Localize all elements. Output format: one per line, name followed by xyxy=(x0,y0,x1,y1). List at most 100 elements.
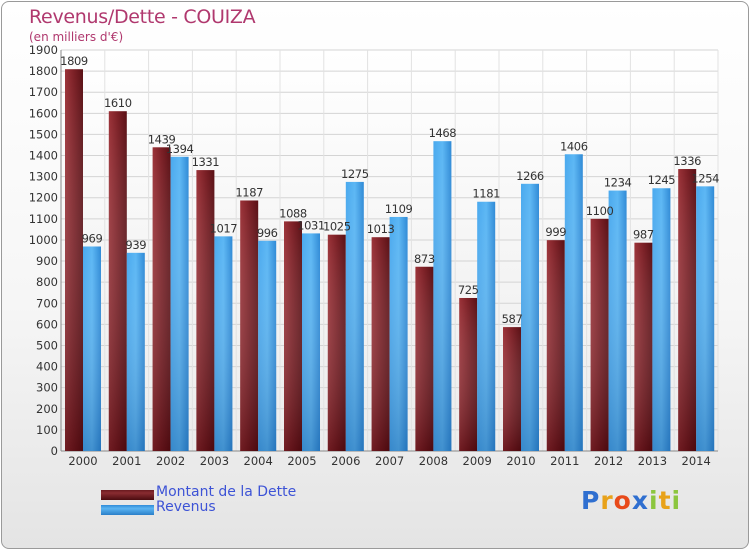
data-label-revenue: 1468 xyxy=(429,126,457,140)
bar-revenue-shade xyxy=(652,188,671,451)
logo-letter: i xyxy=(671,486,682,515)
x-tick-label: 2011 xyxy=(550,454,579,468)
bar-debt-shade xyxy=(634,242,653,451)
legend-label-debt: Montant de la Dette xyxy=(156,484,297,500)
legend-swatch-revenue xyxy=(101,505,154,515)
x-tick-label: 2006 xyxy=(331,454,360,468)
y-tick-label: 1300 xyxy=(29,170,58,184)
bar-revenue-shade xyxy=(389,216,408,451)
x-tick-label: 2009 xyxy=(463,454,492,468)
data-label-revenue: 1245 xyxy=(648,173,676,187)
y-tick-label: 400 xyxy=(36,360,58,374)
data-label-revenue: 996 xyxy=(257,226,278,240)
data-label-debt: 987 xyxy=(633,228,654,242)
data-label-debt: 1025 xyxy=(323,220,351,234)
bar-revenue-shade xyxy=(477,201,496,451)
data-label-debt: 1331 xyxy=(192,155,220,169)
data-label-revenue: 1181 xyxy=(472,187,500,201)
bar-debt-shade xyxy=(459,297,478,451)
y-tick-label: 1700 xyxy=(29,85,58,99)
y-tick-label: 500 xyxy=(36,338,58,352)
bar-debt-shade xyxy=(108,111,127,451)
y-tick-label: 1400 xyxy=(29,149,58,163)
logo-letter: r xyxy=(600,486,614,515)
y-tick-label: 1600 xyxy=(29,106,58,120)
x-tick-label: 2008 xyxy=(419,454,448,468)
chart-subtitle: (en milliers d'€) xyxy=(29,30,124,44)
logo-letter: P xyxy=(581,486,601,515)
bar-revenue-shade xyxy=(302,233,320,451)
bar-debt-shade xyxy=(371,237,390,451)
data-label-revenue: 969 xyxy=(82,231,103,245)
x-tick-label: 2005 xyxy=(287,454,316,468)
y-tick-label: 100 xyxy=(36,423,58,437)
bar-debt-shade xyxy=(152,147,171,451)
bar-revenue-shade xyxy=(608,190,627,452)
bar-debt-shade xyxy=(284,221,302,451)
y-tick-label: 1900 xyxy=(29,43,58,57)
x-tick-label: 2001 xyxy=(112,454,141,468)
data-label-debt: 999 xyxy=(545,225,566,239)
bar-debt-shade xyxy=(196,170,215,452)
logo-letter: t xyxy=(658,486,672,515)
bar-revenue-shade xyxy=(170,156,189,451)
x-tick-label: 2012 xyxy=(594,454,623,468)
bar-revenue-shade xyxy=(433,141,452,451)
data-label-revenue: 1394 xyxy=(166,142,194,156)
data-label-debt: 1439 xyxy=(148,132,176,146)
x-tick-label: 2014 xyxy=(682,454,711,468)
y-tick-label: 300 xyxy=(36,381,58,395)
x-tick-label: 2003 xyxy=(200,454,229,468)
logo-letter: x xyxy=(631,486,649,515)
data-label-debt: 873 xyxy=(414,252,435,266)
y-tick-label: 700 xyxy=(36,296,58,310)
data-label-debt: 1336 xyxy=(673,154,701,168)
bar-debt-shade xyxy=(65,69,83,452)
y-tick-label: 1500 xyxy=(29,127,58,141)
bar-revenue-shade xyxy=(214,236,233,451)
bar-revenue-shade xyxy=(258,240,277,451)
data-label-revenue: 1266 xyxy=(516,169,544,183)
x-tick-label: 2007 xyxy=(375,454,404,468)
legend-label-revenue: Revenus xyxy=(156,499,216,515)
data-label-debt: 725 xyxy=(458,283,479,297)
bar-revenue-shade xyxy=(83,246,101,451)
bar-debt-shade xyxy=(590,218,609,451)
bar-debt-shade xyxy=(678,169,697,451)
x-tick-label: 2004 xyxy=(244,454,273,468)
data-label-revenue: 1109 xyxy=(385,202,413,216)
data-label-debt: 1610 xyxy=(104,96,132,110)
y-tick-label: 0 xyxy=(51,444,58,458)
bar-debt-shade xyxy=(546,240,565,451)
y-tick-label: 1100 xyxy=(29,212,58,226)
bar-revenue-shade xyxy=(345,181,364,451)
bar-debt-shade xyxy=(415,266,434,451)
y-tick-label: 900 xyxy=(36,254,58,268)
data-label-revenue: 1254 xyxy=(691,171,719,185)
bar-revenue-shade xyxy=(521,183,539,451)
logo-letter: i xyxy=(649,486,659,515)
data-label-revenue: 1017 xyxy=(210,221,238,235)
data-label-revenue: 1275 xyxy=(341,167,369,181)
data-label-revenue: 939 xyxy=(125,238,146,252)
data-label-debt: 1100 xyxy=(586,204,614,218)
bar-debt-shade xyxy=(503,327,521,451)
bar-debt-shade xyxy=(240,200,259,451)
x-tick-label: 2002 xyxy=(156,454,185,468)
data-label-revenue: 1234 xyxy=(604,176,632,190)
y-tick-label: 1800 xyxy=(29,64,58,78)
legend-swatch-debt xyxy=(101,490,154,500)
bar-revenue-shade xyxy=(126,252,145,451)
logo-letter: o xyxy=(613,486,632,515)
data-label-debt: 1088 xyxy=(279,206,307,220)
bar-debt-shade xyxy=(327,234,346,451)
y-tick-label: 600 xyxy=(36,317,58,331)
bar-revenue-shade xyxy=(564,154,583,451)
y-tick-label: 1000 xyxy=(29,233,58,247)
chart-title: Revenus/Dette - COUIZA xyxy=(29,6,256,28)
proxiti-logo: Proxiti xyxy=(581,486,681,515)
bar-revenue-shade xyxy=(696,186,715,451)
y-tick-label: 200 xyxy=(36,402,58,416)
data-label-revenue: 1031 xyxy=(297,218,325,232)
